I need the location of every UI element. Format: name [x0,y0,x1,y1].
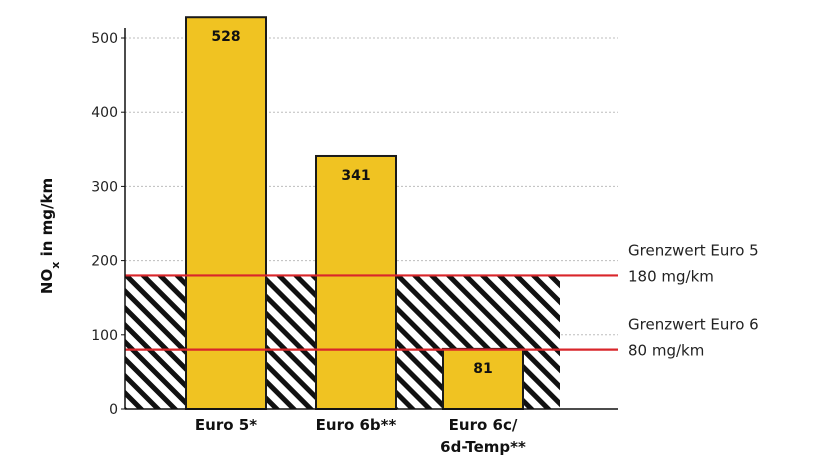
limit-lines [125,274,618,351]
data-label: 528 [211,29,240,45]
data-label: 81 [473,361,492,377]
y-tick-label: 200 [91,254,118,270]
bar [185,16,267,410]
bar [315,154,397,410]
y-tick-label: 100 [91,328,118,344]
y-tick-label: 500 [91,31,118,47]
labels: 0 100 200 300 400 500 528 Euro 5* 341 Euro 6b** 81… [38,29,759,456]
y-tick-label: 400 [91,105,118,121]
axes [121,28,618,410]
category-label: 6d-Temp** [440,438,526,456]
y-axis-label: NOx in mg/km [38,178,62,294]
limit-label: Grenzwert Euro 5 [628,241,759,259]
category-label: Euro 5* [195,416,257,434]
y-tick-label: 300 [91,179,118,195]
limit-value-label: 180 mg/km [628,267,714,285]
category-label: Euro 6b** [316,416,397,434]
category-label: Euro 6c/ [449,416,518,434]
limit-label: Grenzwert Euro 6 [628,316,759,334]
data-label: 341 [341,168,370,184]
bars [185,16,524,411]
limit-value-label: 80 mg/km [628,342,704,360]
bar [442,347,524,411]
y-tick-label: 0 [109,402,118,418]
